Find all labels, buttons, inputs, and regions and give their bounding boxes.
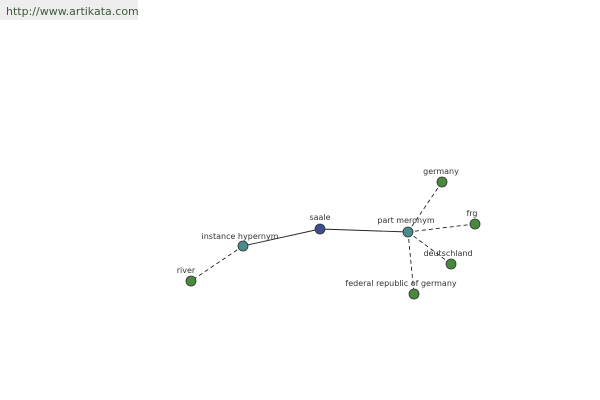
node-label: deutschland	[423, 249, 472, 258]
node-label: frg	[466, 209, 477, 218]
node-label: germany	[423, 167, 459, 176]
node	[408, 288, 420, 300]
edge	[407, 231, 452, 265]
edge	[190, 245, 244, 282]
node-label: part meronym	[377, 216, 434, 225]
node	[314, 223, 326, 235]
node-label: instance hypernym	[202, 232, 279, 241]
node	[402, 226, 414, 238]
node	[469, 218, 481, 230]
node-label: river	[177, 266, 196, 275]
node-label: saale	[309, 213, 330, 222]
node	[445, 258, 457, 270]
edge	[319, 228, 409, 233]
edge	[407, 181, 443, 233]
node	[237, 240, 249, 252]
node	[436, 176, 448, 188]
watermark-box	[0, 0, 138, 20]
edge	[407, 231, 415, 295]
edge	[242, 228, 321, 247]
watermark: http://www.artikata.com	[6, 5, 139, 18]
node	[185, 275, 197, 287]
node-label: federal republic of germany	[345, 279, 457, 288]
edge	[407, 223, 476, 233]
